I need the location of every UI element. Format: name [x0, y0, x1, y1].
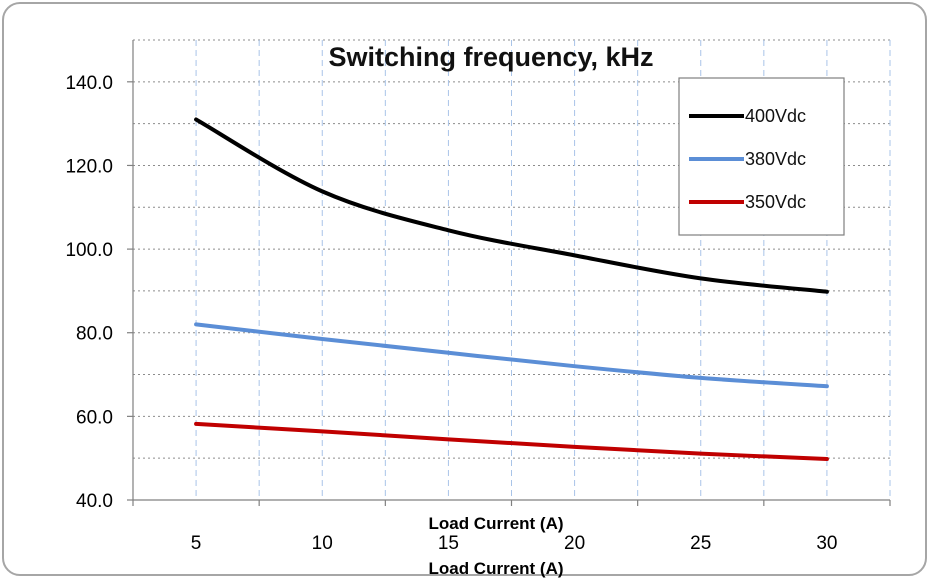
y-tick-label: 60.0	[76, 407, 113, 428]
x-tick-label: 5	[191, 533, 202, 554]
x-tick-label: 15	[438, 533, 459, 554]
legend-label-400vdc: 400Vdc	[745, 106, 806, 126]
x-tick-label: 10	[312, 533, 333, 554]
x-tick-label: 30	[816, 533, 837, 554]
series-lines	[194, 117, 829, 462]
series-line-350vdc	[194, 421, 829, 462]
y-tick-label: 100.0	[65, 240, 113, 261]
legend-box	[678, 77, 845, 236]
series-line-380vdc	[194, 322, 829, 389]
y-tick-label: 40.0	[76, 491, 113, 512]
legend-label-350vdc: 350Vdc	[745, 192, 806, 212]
legend-label-380vdc: 380Vdc	[745, 149, 806, 169]
x-tick-label: 25	[690, 533, 711, 554]
series-line-400vdc	[194, 117, 829, 294]
y-tick-label: 140.0	[65, 73, 113, 94]
axes	[127, 40, 891, 506]
x-axis-label: Load Current (A)	[428, 514, 563, 533]
x-tick-label: 20	[564, 533, 585, 554]
legend: 400Vdc 380Vdc 350Vdc	[678, 77, 845, 236]
y-tick-label: 80.0	[76, 324, 113, 345]
y-tick-label: 120.0	[65, 156, 113, 177]
chart-title: Switching frequency, kHz	[328, 42, 653, 72]
tick-labels: 40.0 60.0 80.0 100.0 120.0 140.0 5 10 15 20 25 30	[65, 73, 837, 554]
x-axis-label-repeat: Load Current (A)	[428, 559, 563, 578]
